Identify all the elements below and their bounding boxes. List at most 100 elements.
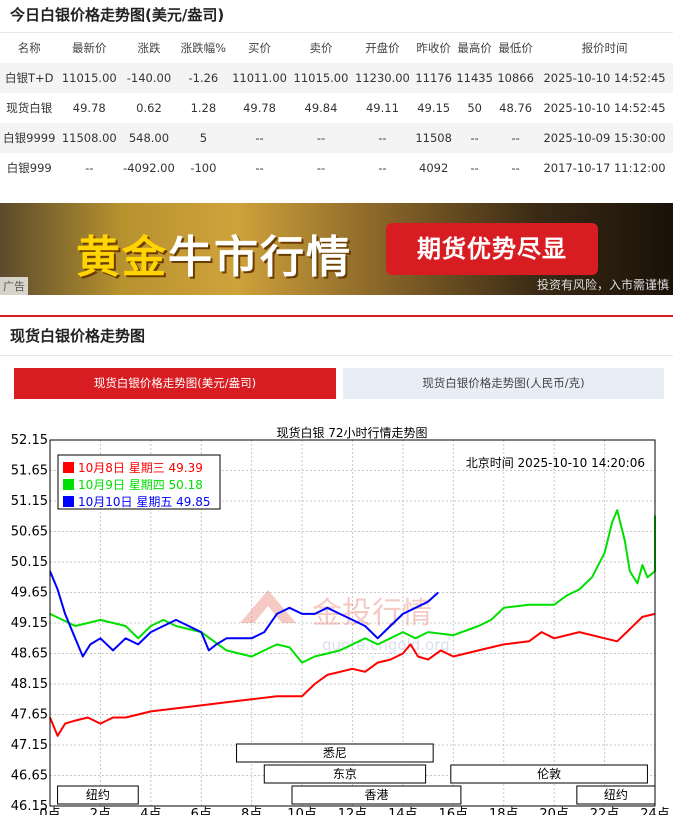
banner-headline: 黄金牛市行情 [76,221,352,285]
table-header-row: 名称 最新价 涨跌 涨跌幅% 买价 卖价 开盘价 昨收价 最高价 最低价 报价时… [0,33,673,63]
banner-headline-white: 牛市行情 [168,232,352,283]
table-row[interactable]: 白银T+D 11015.00 -140.00 -1.26 11011.00 11… [0,63,673,93]
cell-change: 548.00 [120,123,178,153]
y-tick-label: 49.15 [11,616,48,631]
session-box [450,764,648,784]
cell-prev: 11176 [413,63,455,93]
x-tick-label: 0点 [39,807,60,815]
cell-name[interactable]: 白银9999 [0,123,59,153]
chart-section-title: 现货白银价格走势图 [0,317,673,356]
cell-high: -- [454,123,496,153]
legend-swatch [63,496,74,507]
col-header-time: 报价时间 [581,41,628,55]
col-header-last: 最新价 [72,41,107,55]
table-row[interactable]: 白银999 -- -4092.00 -100 -- -- -- 4092 -- … [0,153,673,183]
x-tick-label: 16点 [439,807,469,815]
ad-banner[interactable]: 黄金牛市行情 期货优势尽显 广告 投资有风险，入市需谨慎 [0,203,673,295]
legend-box [57,454,221,510]
series-line [49,509,656,664]
x-tick-label: 12点 [338,807,368,815]
watermark-subtext: quote.cngold.org [322,636,450,654]
x-tick-label: 24点 [640,807,670,815]
col-header-prev: 昨收价 [416,41,451,55]
cell-name[interactable]: 白银999 [6,161,52,175]
banner-tag[interactable]: 期货优势尽显 [386,223,598,275]
x-tick-label: 18点 [489,807,519,815]
cell-pct: -1.26 [177,63,229,93]
watermark-logo-icon [240,590,296,623]
y-tick-label: 48.65 [11,647,48,662]
tab-cny-gram[interactable]: 现货白银价格走势图(人民币/克) [343,368,664,399]
cell-pct: -100 [190,161,217,175]
cell-bid: -- [255,161,264,175]
chart-tabs: 现货白银价格走势图(美元/盎司) 现货白银价格走势图(人民币/克) [14,368,664,399]
cell-low: 48.76 [499,101,533,115]
cell-ask: 11015.00 [290,63,352,93]
x-tick-label: 10点 [287,807,317,815]
watermark-text: 金投行情 [312,596,432,631]
series-line [49,612,656,737]
session-box [236,743,434,763]
cell-open: -- [351,123,414,153]
col-header-bid: 买价 [248,41,272,55]
legend-swatch [63,462,74,473]
cell-ask: -- [290,123,352,153]
y-tick-label: 50.65 [11,525,48,540]
cell-time: 2025-10-09 15:30:00 [536,123,673,153]
session-label: 纽约 [86,787,110,802]
session-label: 悉尼 [323,746,347,760]
col-header-low: 最低价 [498,41,533,55]
cell-low: -- [511,161,520,175]
y-axis-ticks: 52.15 51.65 51.15 50.65 50.15 49.65 49.15 48.65… [11,433,48,814]
col-header-pct: 涨跌幅% [180,41,227,55]
x-tick-label: 22点 [590,807,620,815]
cell-time: 2017-10-17 11:12:00 [543,161,666,175]
col-header-high: 最高价 [457,41,492,55]
x-tick-label: 4点 [140,807,161,815]
cell-change: -140.00 [120,63,178,93]
x-axis-ticks: 0点 2点 4点 6点 8点 10点 12点 14点 16点 18点 20点 22点 24点 [39,807,669,815]
y-tick-label: 46.65 [11,769,48,784]
y-tick-label: 49.65 [11,586,48,601]
silver-72h-chart: 金投行情 quote.cngold.org 52.15 51.65 51.15 50.… [11,425,670,815]
x-tick-label: 8点 [241,807,262,815]
cell-prev: 11508 [413,123,455,153]
x-tick-label: 14点 [388,807,418,815]
session-box [291,785,462,805]
chart-section: 现货白银价格走势图 [0,315,673,356]
x-tick-label: 2点 [90,807,111,815]
chart-timestamp: 北京时间 2025-10-10 14:20:06 [466,456,645,470]
legend-label: 10月10日 星期五 49.85 [78,495,211,509]
table-row[interactable]: 白银9999 11508.00 548.00 5 -- -- -- 11508 … [0,123,673,153]
y-tick-label: 47.65 [11,708,48,723]
x-tick-label: 6点 [191,807,212,815]
cell-time: 2025-10-10 14:52:45 [543,101,666,115]
cell-last: 11508.00 [58,123,120,153]
cell-name[interactable]: 白银T+D [0,63,59,93]
cell-high: 11435 [454,63,496,93]
cell-bid: 11011.00 [228,63,291,93]
cell-pct: 5 [177,123,229,153]
y-tick-label: 46.15 [11,799,48,814]
cell-prev: 4092 [419,161,449,175]
cell-low: -- [495,123,537,153]
table-row[interactable]: 现货白银 49.78 0.62 1.28 49.78 49.84 49.11 4… [0,93,673,123]
y-tick-label: 48.15 [11,677,48,692]
col-header-name: 名称 [17,41,41,55]
chart-frame [49,439,656,807]
cell-name[interactable]: 现货白银 [6,101,53,115]
col-header-ask: 卖价 [309,41,333,55]
legend-label: 10月9日 星期四 50.18 [78,478,203,492]
cell-open: 49.11 [365,101,399,115]
cell-change: -4092.00 [123,161,175,175]
session-label: 香港 [364,788,388,802]
session-label: 纽约 [604,787,628,802]
cell-time: 2025-10-10 14:52:45 [536,63,673,93]
legend-label: 10月8日 星期三 49.39 [78,461,203,475]
session-label: 东京 [333,767,357,781]
series-line [49,570,439,658]
cell-open: -- [378,161,387,175]
x-tick-label: 20点 [539,807,569,815]
cell-bid: 49.78 [243,101,276,115]
tab-usd-ounce[interactable]: 现货白银价格走势图(美元/盎司) [14,368,336,399]
